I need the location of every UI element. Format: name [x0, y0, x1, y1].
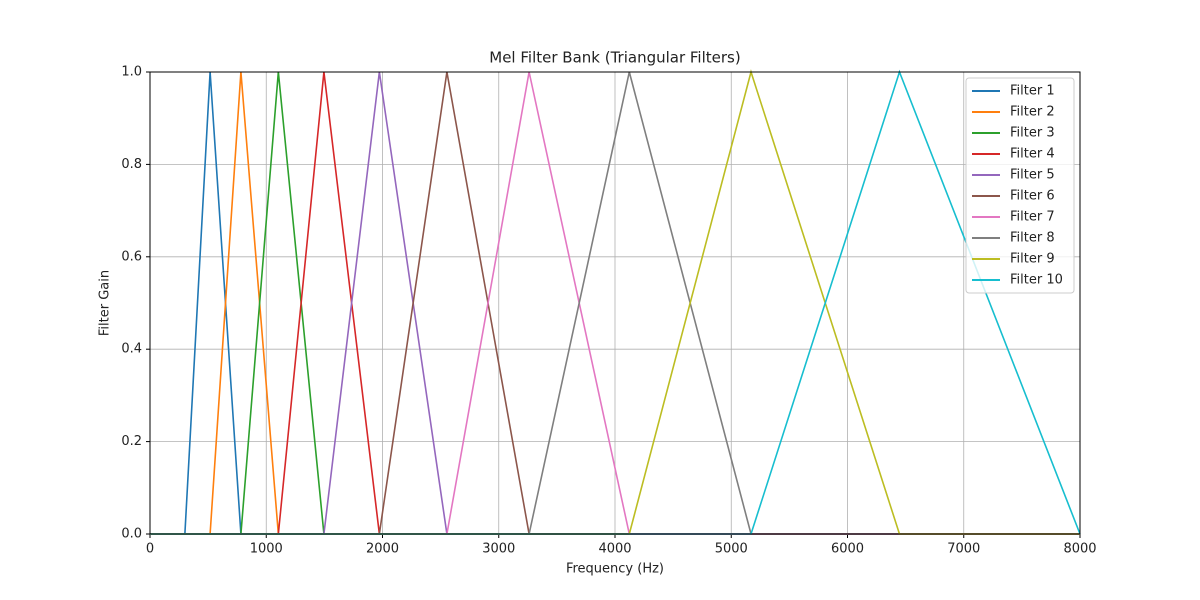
x-axis-label: Frequency (Hz) [566, 562, 664, 577]
x-tick-label: 0 [146, 542, 154, 557]
y-tick-label: 1.0 [121, 65, 142, 80]
x-tick-label: 3000 [482, 542, 515, 557]
x-tick-label: 4000 [598, 542, 631, 557]
legend-label: Filter 5 [1010, 168, 1055, 183]
chart-title: Mel Filter Bank (Triangular Filters) [489, 49, 740, 67]
y-tick-label: 0.4 [121, 342, 142, 357]
legend-label: Filter 7 [1010, 210, 1055, 225]
x-tick-label: 2000 [366, 542, 399, 557]
legend-label: Filter 6 [1010, 189, 1055, 204]
y-tick-label: 0.6 [121, 249, 142, 264]
legend-label: Filter 2 [1010, 105, 1055, 120]
legend-box [965, 77, 1075, 294]
legend-label: Filter 8 [1010, 231, 1055, 246]
legend-label: Filter 4 [1010, 147, 1055, 162]
x-tick-label: 1000 [250, 542, 283, 557]
y-tick-label: 0.0 [121, 527, 142, 542]
legend-label: Filter 1 [1010, 84, 1055, 99]
x-tick-label: 6000 [831, 542, 864, 557]
plot-frame [149, 71, 1081, 535]
x-tick-label: 5000 [715, 542, 748, 557]
legend-label: Filter 9 [1010, 252, 1055, 267]
x-tick-label: 7000 [947, 542, 980, 557]
x-tick-label: 8000 [1063, 542, 1096, 557]
legend-label: Filter 3 [1010, 126, 1055, 141]
legend: Filter 1 Filter 2 Filter 3 Filter 4 Filter 5… [965, 77, 1075, 294]
legend-label: Filter 10 [1010, 273, 1063, 288]
y-tick-label: 0.2 [121, 434, 142, 449]
y-tick-label: 0.8 [121, 157, 142, 172]
y-axis-label: Filter Gain [98, 270, 113, 336]
